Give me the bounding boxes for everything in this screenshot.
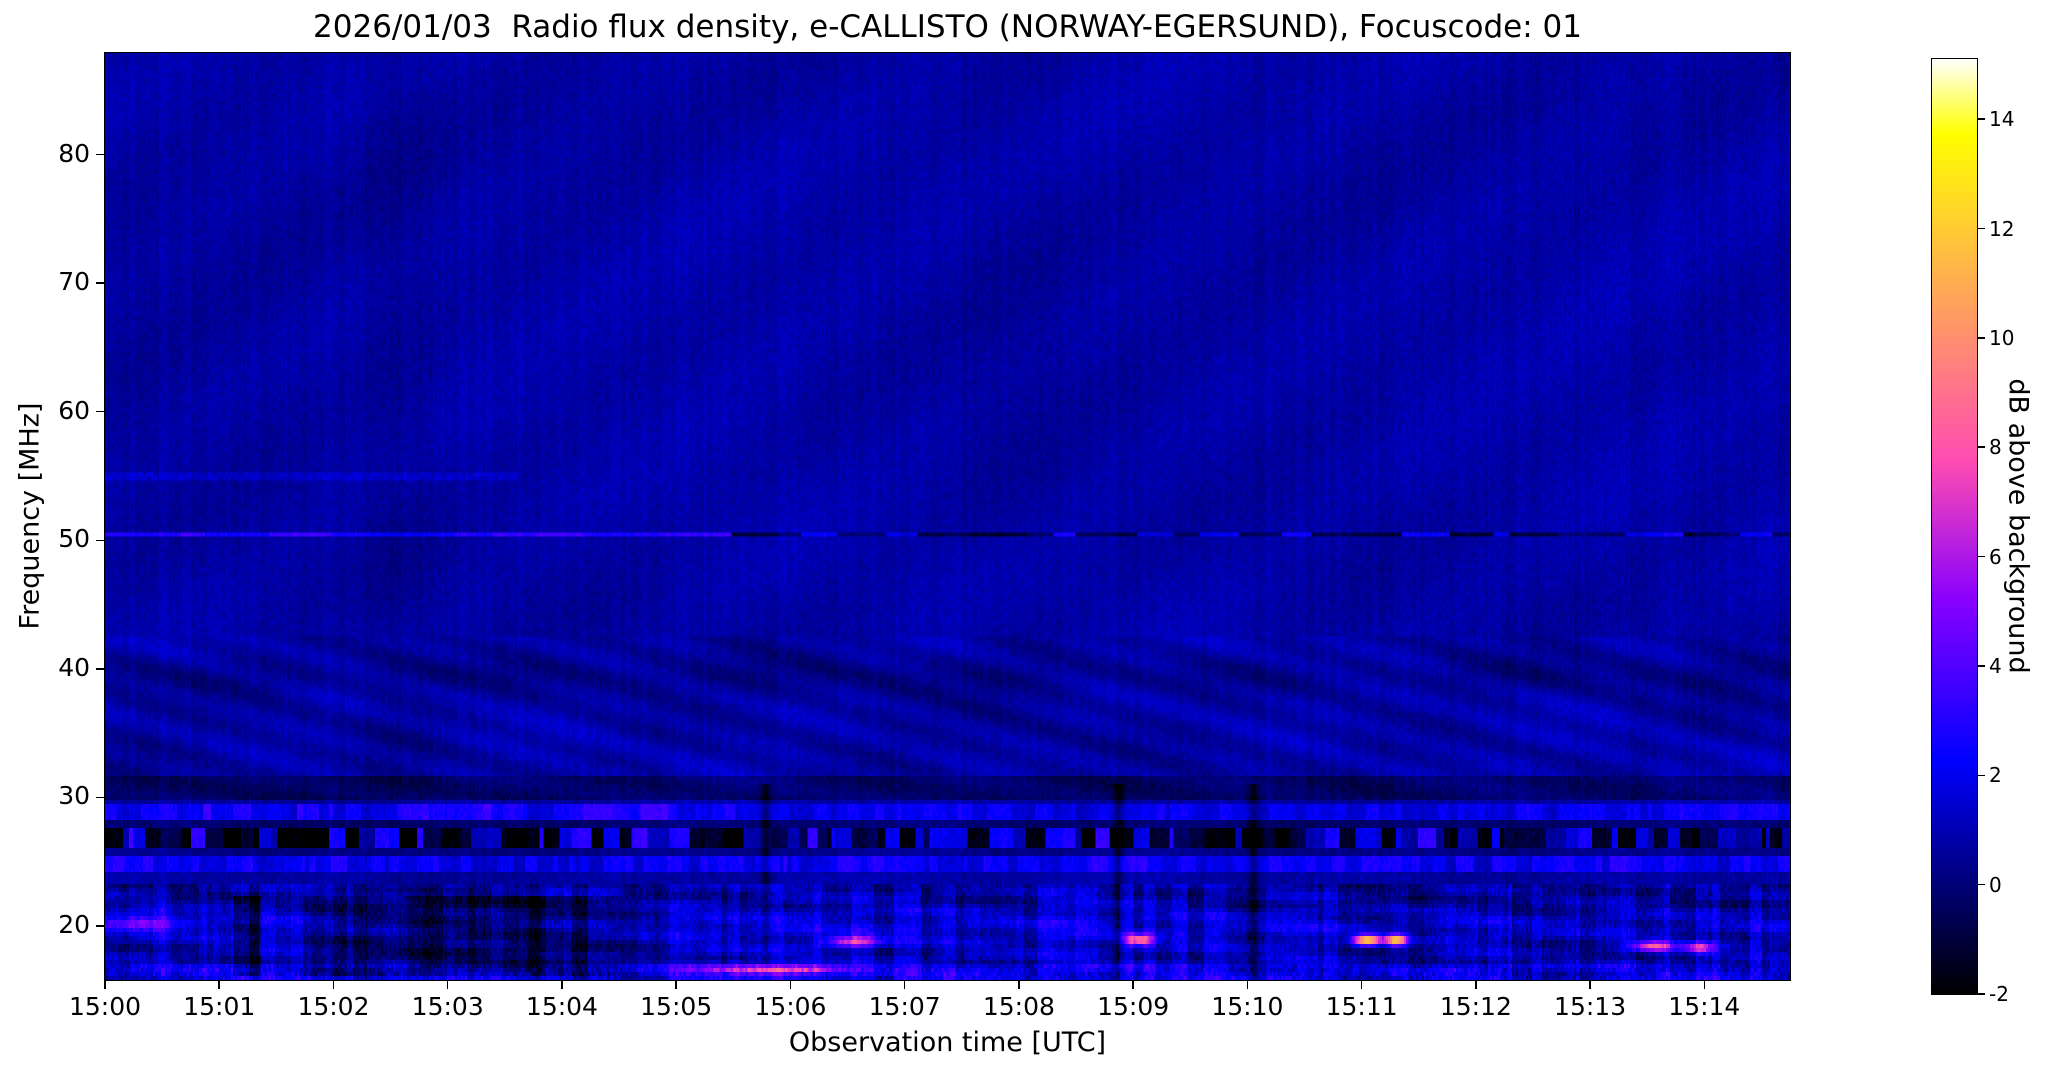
colorbar-tick-mark (1978, 993, 1985, 995)
x-tick-label: 15:14 (1668, 992, 1741, 1021)
y-tick-label: 40 (58, 652, 90, 682)
x-axis-label: Observation time [UTC] (788, 1027, 1107, 1058)
colorbar-tick-label: 6 (1989, 544, 2002, 569)
x-tick-label: 15:13 (1554, 992, 1627, 1021)
x-tick-label: 15:06 (754, 992, 827, 1021)
x-tick-mark (1360, 981, 1363, 989)
colorbar-tick-mark (1978, 118, 1985, 120)
colorbar-tick-mark (1978, 665, 1985, 667)
x-tick-label: 15:11 (1325, 992, 1398, 1021)
y-tick-mark (96, 796, 104, 799)
colorbar-tick-label: 14 (1989, 107, 2015, 132)
x-tick-label: 15:08 (982, 992, 1055, 1021)
x-tick-label: 15:07 (868, 992, 941, 1021)
colorbar-tick-mark (1978, 227, 1985, 230)
y-tick-mark (96, 539, 104, 542)
colorbar-tick-mark (1978, 555, 1985, 558)
x-tick-mark (789, 981, 792, 989)
x-tick-mark (675, 981, 677, 989)
colorbar-tick-label: 10 (1989, 325, 2015, 350)
colorbar-tick-label: 2 (1989, 763, 2002, 788)
colorbar-tick-mark (1978, 883, 1985, 886)
y-tick-label: 70 (58, 267, 90, 297)
x-tick-mark (1018, 981, 1020, 989)
y-tick-mark (96, 153, 104, 156)
spectrogram-heatmap (105, 53, 1790, 980)
x-tick-mark (1132, 981, 1134, 989)
x-tick-mark (104, 981, 106, 989)
x-tick-mark (1703, 981, 1706, 989)
colorbar-tick-label: -2 (1989, 982, 2009, 1006)
x-tick-label: 15:12 (1439, 992, 1512, 1021)
x-tick-label: 15:01 (183, 992, 256, 1021)
colorbar-tick-label: 12 (1989, 216, 2015, 241)
colorbar-label: dB above background (2002, 378, 2034, 674)
y-tick-mark (96, 410, 104, 413)
y-tick-label: 60 (58, 395, 90, 425)
y-tick-mark (96, 668, 104, 670)
x-tick-label: 15:05 (640, 992, 713, 1021)
x-tick-mark (1589, 981, 1591, 989)
y-tick-mark (96, 282, 104, 284)
x-tick-label: 15:10 (1211, 992, 1284, 1021)
y-axis-label: Frequency [MHz] (14, 402, 46, 630)
y-tick-mark (96, 925, 104, 927)
x-tick-mark (561, 981, 563, 989)
colorbar-tick-label: 0 (1989, 872, 2002, 897)
x-tick-mark (446, 981, 449, 989)
chart-title: 2026/01/03 Radio flux density, e-CALLIST… (313, 9, 1582, 45)
x-tick-label: 15:02 (297, 992, 370, 1021)
x-tick-mark (332, 981, 335, 989)
y-tick-label: 50 (58, 524, 90, 554)
y-tick-label: 30 (58, 781, 90, 811)
colorbar-tick-mark (1978, 446, 1985, 448)
x-tick-mark (903, 981, 906, 989)
colorbar-tick-mark (1978, 337, 1985, 339)
x-tick-label: 15:09 (1097, 992, 1170, 1021)
y-tick-label: 80 (58, 138, 90, 168)
x-tick-label: 15:00 (68, 992, 142, 1021)
colorbar-tick-mark (1978, 774, 1985, 777)
y-tick-label: 20 (58, 910, 90, 939)
x-tick-label: 15:04 (525, 992, 598, 1021)
x-tick-mark (218, 981, 220, 989)
colorbar-tick-label: 8 (1989, 435, 2002, 460)
x-tick-label: 15:03 (411, 992, 484, 1021)
colorbar-tick-label: 4 (1989, 653, 2002, 678)
x-tick-mark (1475, 981, 1477, 989)
colorbar-gradient (1932, 59, 1977, 994)
x-tick-mark (1246, 981, 1249, 989)
